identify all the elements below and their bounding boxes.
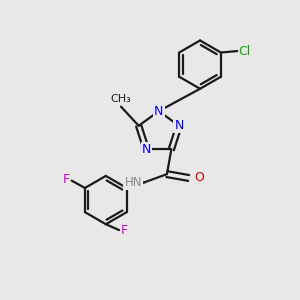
Text: CH₃: CH₃ [111, 94, 131, 104]
Text: F: F [121, 224, 128, 237]
Text: Cl: Cl [238, 45, 251, 58]
Text: O: O [194, 172, 204, 184]
Text: F: F [63, 173, 70, 186]
Text: HN: HN [124, 176, 142, 189]
Text: N: N [142, 143, 151, 156]
Text: N: N [174, 119, 184, 132]
Text: N: N [154, 105, 164, 118]
